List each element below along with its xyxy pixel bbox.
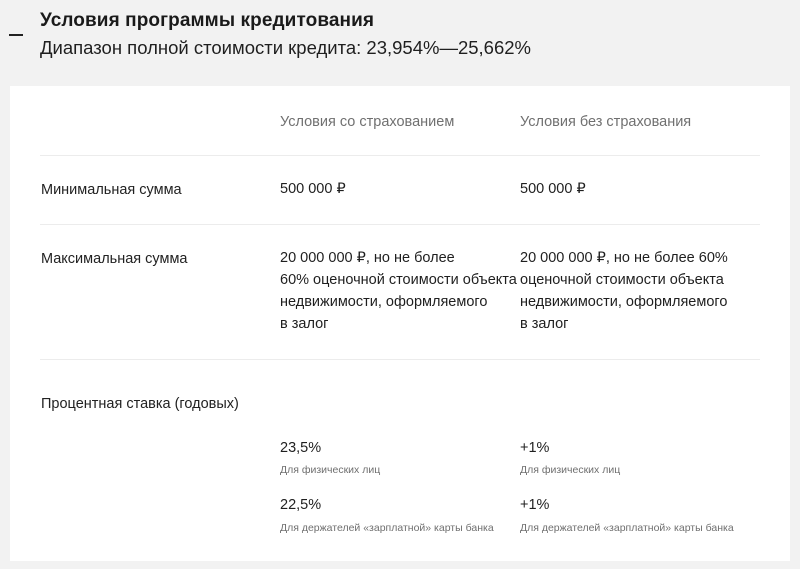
rate-note: Для физических лиц (520, 464, 621, 476)
cell-line: оценочной стоимости объекта (520, 272, 724, 288)
max-amount-without-insurance: 20 000 000 ₽, но не более 60% оценочной … (520, 247, 728, 335)
row-divider (40, 155, 760, 156)
row-divider (40, 359, 760, 360)
section-subtitle: Диапазон полной стоимости кредита: 23,95… (40, 37, 531, 58)
conditions-table: Условия со страхованием Условия без стра… (10, 86, 790, 561)
cell-line: недвижимости, оформляемого (520, 294, 728, 310)
cell-line: 60% оценочной стоимости объекта (280, 272, 517, 288)
section-header: Условия программы кредитования Диапазон … (0, 0, 800, 86)
cell-line: в залог (280, 316, 329, 332)
section-title: Условия программы кредитования (40, 10, 375, 31)
rate-note: Для физических лиц (280, 464, 381, 476)
cell-line: 20 000 000 ₽, но не более 60% (520, 250, 728, 266)
min-amount-without-insurance: 500 000 ₽ (520, 178, 586, 200)
row-label-max-amount: Максимальная сумма (41, 251, 188, 267)
column-header-without-insurance: Условия без страхования (520, 114, 692, 130)
rate-without-salary-card: +1% (520, 497, 550, 513)
collapse-toggle-icon[interactable] (9, 34, 23, 36)
rate-with-salary-card: 22,5% (280, 497, 322, 513)
rate-without-individuals: +1% (520, 440, 550, 456)
cell-text: 500 000 ₽ (520, 181, 586, 197)
cell-line: 20 000 000 ₽, но не более (280, 250, 455, 266)
min-amount-with-insurance: 500 000 ₽ (280, 178, 346, 200)
cell-line: недвижимости, оформляемого (280, 294, 488, 310)
column-header-with-insurance: Условия со страхованием (280, 114, 455, 130)
row-label-min-amount: Минимальная сумма (41, 182, 182, 198)
cell-line: в залог (520, 316, 569, 332)
row-divider (40, 224, 760, 225)
max-amount-with-insurance: 20 000 000 ₽, но не более 60% оценочной … (280, 247, 517, 335)
row-label-interest-rate: Процентная ставка (годовых) (41, 396, 239, 412)
cell-text: 500 000 ₽ (280, 181, 346, 197)
rate-note: Для держателей «зарплатной» карты банка (280, 522, 494, 534)
rate-with-individuals: 23,5% (280, 440, 322, 456)
rate-note: Для держателей «зарплатной» карты банка (520, 522, 734, 534)
